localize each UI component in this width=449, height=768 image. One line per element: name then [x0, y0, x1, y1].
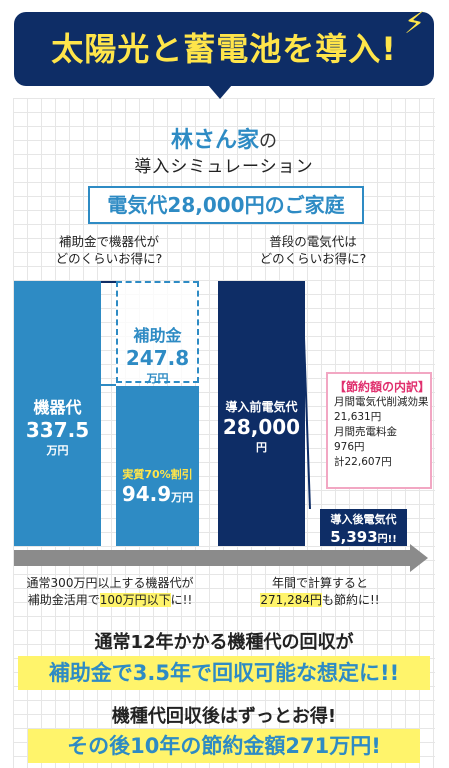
left-note: 通常300万円以上する機器代が 補助金活用で100万円以下に!!: [10, 575, 210, 609]
right-question: 普段の電気代は どのくらいお得に?: [218, 233, 408, 267]
savings-line: 月間売電料金: [334, 426, 397, 438]
right-note-line1: 年間で計算すると: [271, 576, 368, 590]
savings-highlight: その後10年の節約金額271万円!: [28, 729, 420, 763]
left-question: 補助金で機器代が どのくらいお得に?: [14, 233, 204, 267]
equipment-cost-bar: [14, 281, 101, 546]
banner-title: 太陽光と蓄電池を導入!: [51, 30, 397, 68]
effective-cost-label: 実質70%割引 94.9万円: [116, 466, 199, 506]
left-note-highlight: 100万円以下: [99, 593, 171, 607]
left-note-post: に!!: [170, 593, 193, 607]
family-name: 林さん家: [170, 128, 259, 153]
recovery-message: 通常12年かかる機種代の回収が: [94, 632, 354, 653]
left-question-line1: 補助金で機器代が: [58, 234, 159, 249]
right-note-highlight: 271,284円: [260, 593, 322, 607]
after-electricity-bar: [320, 509, 407, 546]
after-value: 5,393: [330, 528, 378, 546]
effective-value: 94.9: [121, 482, 172, 506]
savings-line: 計22,607円: [334, 456, 392, 468]
effective-discount: 実質70%割引: [122, 468, 193, 481]
subsidy-value: 247.8: [125, 346, 190, 370]
left-note-pre: 補助金活用で: [27, 593, 100, 607]
right-note-post: も節約に!!: [322, 593, 380, 607]
after-amount: 5,393円!!: [320, 527, 407, 546]
savings-title: 【節約額の内訳】: [334, 380, 431, 394]
equipment-value: 337.5: [25, 418, 90, 442]
subsidy-unit: 万円: [146, 372, 169, 385]
after-recovery-message: 機種代回収後はずっとお得!: [111, 706, 337, 727]
recovery-highlight: 補助金で3.5年で回収可能な想定に!!: [18, 656, 430, 690]
before-unit: 円: [256, 441, 267, 454]
savings-breakdown-box: 【節約額の内訳】 月間電気代削減効果 21,631円 月間売電料金 976円 計…: [326, 372, 432, 489]
household-box: 電気代28,000円のご家庭: [88, 186, 364, 224]
left-question-line2: どのくらいお得に?: [55, 251, 163, 266]
family-suffix: の: [259, 131, 277, 152]
before-electricity-label: 導入前電気代 28,000 円: [218, 398, 305, 455]
subsidy-bar: [116, 281, 199, 383]
banner-pointer: [208, 85, 232, 99]
title-banner: [14, 12, 434, 86]
savings-line: 21,631円: [334, 411, 382, 423]
after-unit: 円!!: [377, 534, 397, 545]
effective-cost-bar: [116, 386, 199, 546]
equipment-unit: 万円: [46, 444, 69, 457]
timeline-arrow: [14, 550, 410, 566]
before-electricity-bar: [218, 281, 305, 546]
right-note-line2: 271,284円も節約に!!: [220, 592, 420, 609]
after-label: 導入後電気代: [330, 513, 397, 526]
family-heading: 林さん家の: [13, 122, 435, 154]
subsidy-label: 補助金 247.8 万円: [116, 322, 199, 386]
right-question-line1: 普段の電気代は: [269, 234, 357, 249]
right-question-line2: どのくらいお得に?: [259, 251, 367, 266]
equipment-cost-label: 機器代 337.5 万円: [14, 394, 101, 458]
before-value: 28,000: [222, 415, 301, 439]
subsidy-title: 補助金: [133, 326, 182, 345]
effective-unit: 万円: [171, 491, 194, 504]
connector-line: [101, 384, 116, 386]
left-note-line2: 補助金活用で100万円以下に!!: [10, 592, 210, 609]
arrow-head-icon: [410, 544, 428, 572]
right-note: 年間で計算すると 271,284円も節約に!!: [220, 575, 420, 609]
simulation-subtitle: 導入シミュレーション: [134, 157, 314, 177]
after-electricity-label: 導入後電気代 5,393円!!: [320, 511, 407, 546]
equipment-label: 機器代: [33, 398, 82, 417]
lightning-icon: ⚡: [404, 6, 426, 41]
savings-line: 976円: [334, 441, 365, 453]
before-label: 導入前電気代: [225, 400, 298, 414]
connector-line: [101, 281, 116, 283]
effective-amount: 94.9万円: [116, 482, 199, 506]
savings-line: 月間電気代削減効果: [334, 396, 429, 408]
left-note-line1: 通常300万円以上する機器代が: [26, 576, 194, 590]
